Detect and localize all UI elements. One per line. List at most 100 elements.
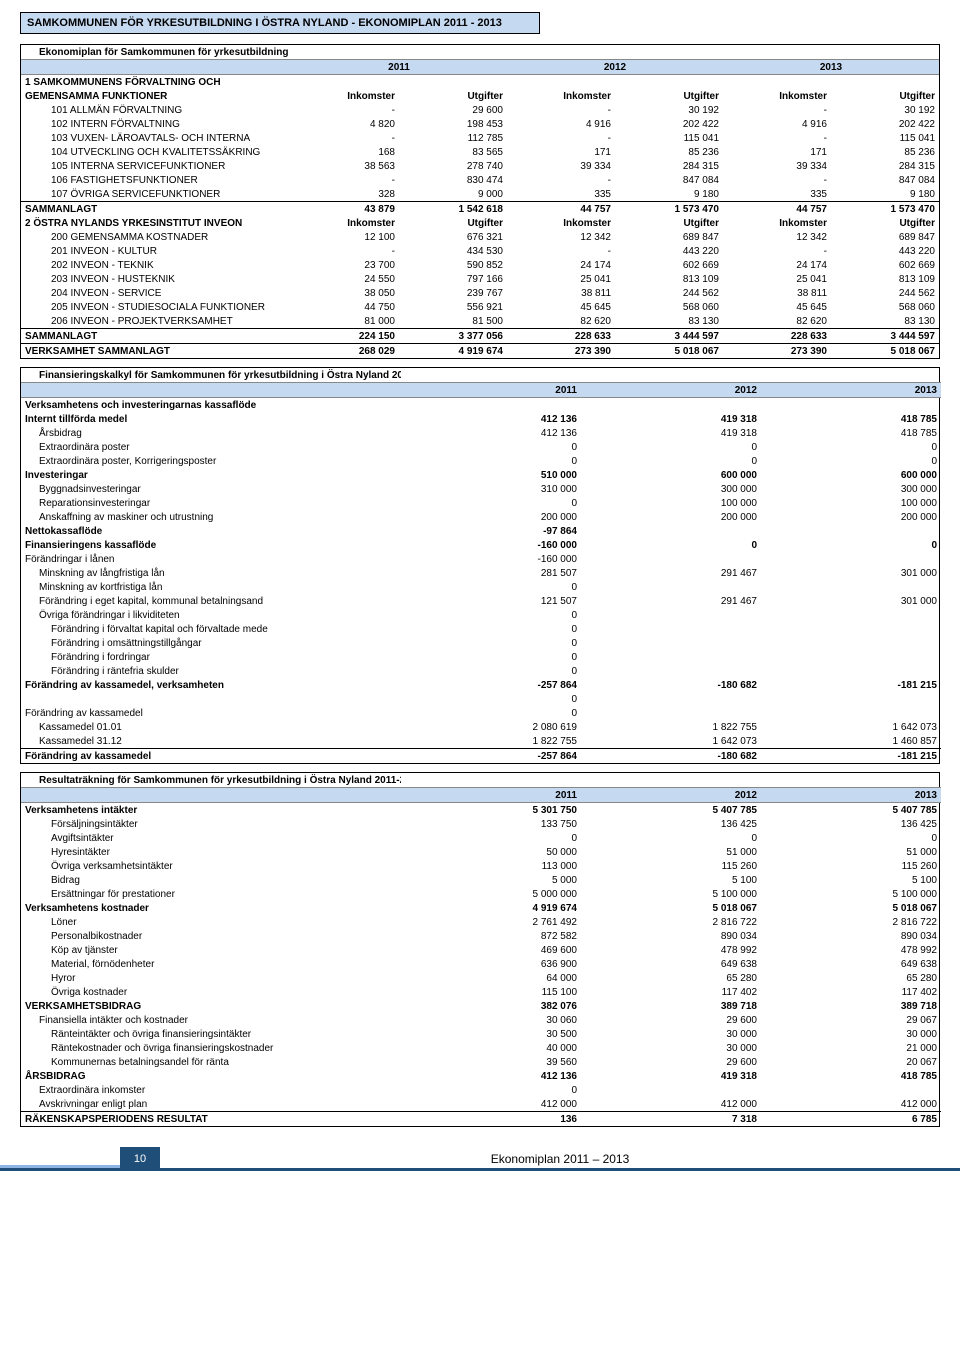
- cell: Avgiftsintäkter: [21, 831, 401, 845]
- cell: 412 136: [401, 412, 581, 426]
- cell: 2 080 619: [401, 720, 581, 734]
- table-row: Minskning av långfristiga lån281 507291 …: [21, 566, 941, 580]
- cell: 0: [401, 622, 581, 636]
- cell: 284 315: [831, 159, 939, 173]
- cell: 636 900: [401, 957, 581, 971]
- cell: 2 761 492: [401, 915, 581, 929]
- cell: 1 573 470: [831, 202, 939, 217]
- cell: [581, 524, 761, 538]
- cell: 112 785: [399, 131, 507, 145]
- cell: [399, 45, 507, 60]
- cell: [761, 1083, 941, 1097]
- cell: Kommunernas betalningsandel för ränta: [21, 1055, 401, 1069]
- cell: [581, 650, 761, 664]
- cell: 85 236: [831, 145, 939, 159]
- cell: 136: [401, 1112, 581, 1127]
- cell: 171: [507, 145, 615, 159]
- cell: 100 000: [581, 496, 761, 510]
- cell: 39 560: [401, 1055, 581, 1069]
- cell: 0: [401, 692, 581, 706]
- cell: 3 377 056: [399, 329, 507, 344]
- cell: 198 453: [399, 117, 507, 131]
- cell: 9 000: [399, 187, 507, 202]
- table-row: ÅRSBIDRAG412 136419 318418 785: [21, 1069, 941, 1083]
- cell: SAMMANLAGT: [21, 202, 291, 217]
- cell: 830 474: [399, 173, 507, 187]
- cell: 0: [581, 440, 761, 454]
- cell: Verksamhetens kostnader: [21, 901, 401, 915]
- cell: 602 669: [615, 258, 723, 272]
- finansieringskalkyl-table: Finansieringskalkyl för Samkommunen för …: [21, 368, 941, 763]
- table-row: 1 SAMKOMMUNENS FÖRVALTNING OCH: [21, 75, 939, 90]
- cell: SAMMANLAGT: [21, 329, 291, 344]
- cell: [581, 664, 761, 678]
- cell: 4 916: [723, 117, 831, 131]
- cell: 43 879: [291, 202, 399, 217]
- cell: 29 067: [761, 1013, 941, 1027]
- cell: 29 600: [399, 103, 507, 117]
- cell: 45 645: [507, 300, 615, 314]
- table-row: Köp av tjänster469 600478 992478 992: [21, 943, 941, 957]
- cell: 2013: [761, 383, 941, 398]
- cell: 872 582: [401, 929, 581, 943]
- table-row: 102 INTERN FÖRVALTNING4 820198 4534 9162…: [21, 117, 939, 131]
- cell: [401, 773, 581, 788]
- cell: 21 000: [761, 1041, 941, 1055]
- cell: Förändring i räntefria skulder: [21, 664, 401, 678]
- cell: Inkomster: [291, 216, 399, 230]
- cell: 0: [401, 454, 581, 468]
- cell: 20 067: [761, 1055, 941, 1069]
- cell: -: [507, 173, 615, 187]
- cell: Ersättningar för prestationer: [21, 887, 401, 901]
- cell: 2011: [291, 60, 507, 75]
- cell: 419 318: [581, 412, 761, 426]
- cell: 418 785: [761, 412, 941, 426]
- cell: -: [723, 103, 831, 117]
- cell: Hyresintäkter: [21, 845, 401, 859]
- cell: 443 220: [615, 244, 723, 258]
- cell: Övriga förändringar i likviditeten: [21, 608, 401, 622]
- cell: [761, 368, 941, 383]
- table-row: 2 ÖSTRA NYLANDS YRKESINSTITUT INVEONInko…: [21, 216, 939, 230]
- cell: 0: [761, 440, 941, 454]
- table-row: Verksamhetens intäkter5 301 7505 407 785…: [21, 803, 941, 818]
- table-row: 201120122013: [21, 788, 941, 803]
- footer-title: Ekonomiplan 2011 – 2013: [160, 1152, 960, 1171]
- cell: 30 192: [831, 103, 939, 117]
- cell: 1 642 073: [761, 720, 941, 734]
- cell: Investeringar: [21, 468, 401, 482]
- cell: Byggnadsinvesteringar: [21, 482, 401, 496]
- cell: Kassamedel 01.01: [21, 720, 401, 734]
- cell: [399, 75, 507, 90]
- cell: 5 100 000: [581, 887, 761, 901]
- cell: 29 600: [581, 1013, 761, 1027]
- cell: 133 750: [401, 817, 581, 831]
- cell: 0: [401, 496, 581, 510]
- cell: [761, 773, 941, 788]
- cell: 5 100 000: [761, 887, 941, 901]
- cell: 0: [401, 440, 581, 454]
- cell: 171: [723, 145, 831, 159]
- cell: 434 530: [399, 244, 507, 258]
- cell: Utgifter: [831, 89, 939, 103]
- cell: -160 000: [401, 552, 581, 566]
- cell: 81 000: [291, 314, 399, 329]
- cell: [401, 398, 581, 413]
- cell: 4 820: [291, 117, 399, 131]
- cell: 890 034: [761, 929, 941, 943]
- cell: Extraordinära poster, Korrigeringsposter: [21, 454, 401, 468]
- cell: 335: [507, 187, 615, 202]
- cell: 310 000: [401, 482, 581, 496]
- cell: 568 060: [831, 300, 939, 314]
- cell: 600 000: [581, 468, 761, 482]
- cell: Avskrivningar enligt plan: [21, 1097, 401, 1112]
- cell: 1 460 857: [761, 734, 941, 749]
- cell: 117 402: [581, 985, 761, 999]
- cell: 291 467: [581, 594, 761, 608]
- cell: 38 811: [723, 286, 831, 300]
- cell: 1 642 073: [581, 734, 761, 749]
- cell: 203 INVEON - HUSTEKNIK: [21, 272, 291, 286]
- cell: 205 INVEON - STUDIESOCIALA FUNKTIONER: [21, 300, 291, 314]
- cell: 5 407 785: [761, 803, 941, 818]
- cell: Försäljningsintäkter: [21, 817, 401, 831]
